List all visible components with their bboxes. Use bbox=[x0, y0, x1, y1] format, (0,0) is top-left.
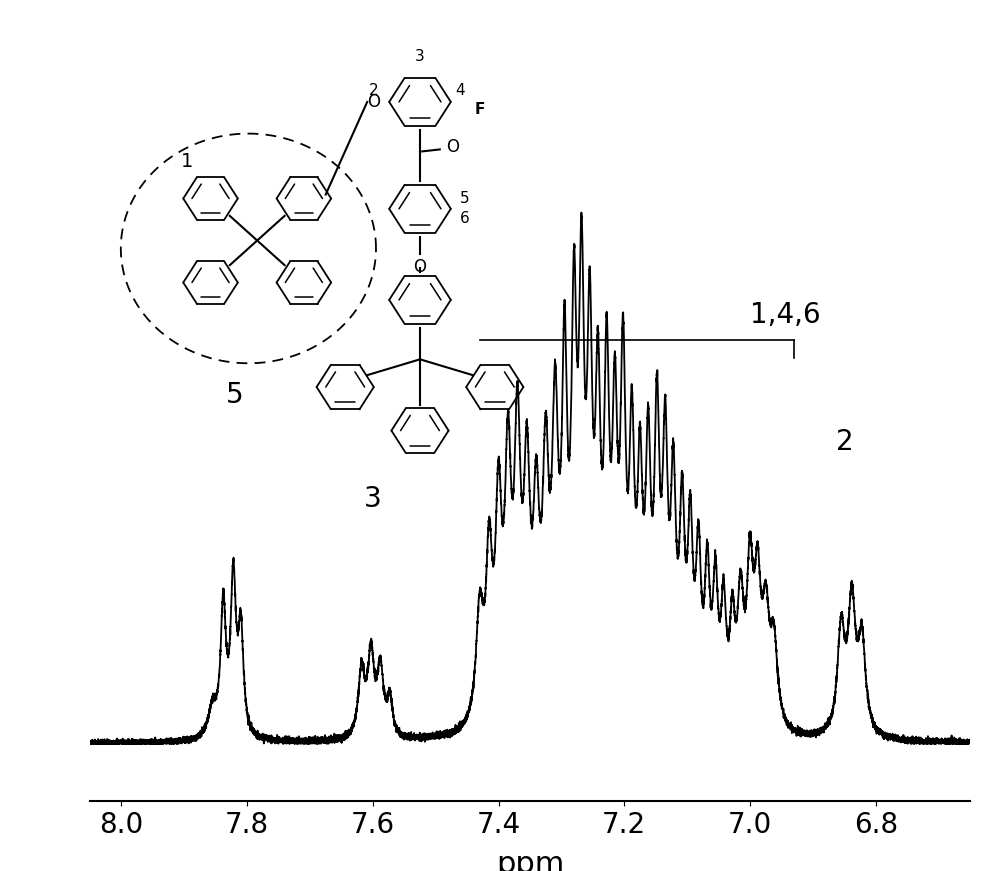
Text: 3: 3 bbox=[364, 485, 382, 513]
Text: 1,4,6: 1,4,6 bbox=[750, 300, 821, 328]
Text: 5: 5 bbox=[226, 381, 243, 409]
X-axis label: ppm: ppm bbox=[496, 850, 564, 871]
Text: 2: 2 bbox=[836, 428, 854, 456]
